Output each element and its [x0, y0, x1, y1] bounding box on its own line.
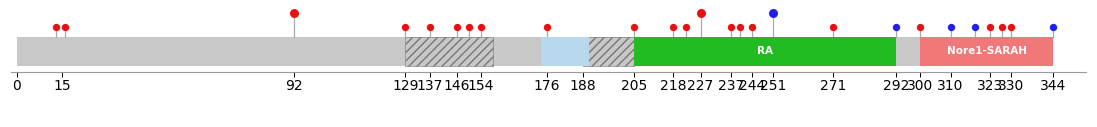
Point — [47, 26, 65, 28]
Bar — [634, 37, 896, 66]
Point — [993, 26, 1010, 28]
Bar — [406, 37, 493, 66]
Point — [765, 12, 782, 14]
Point — [1002, 26, 1019, 28]
Point — [692, 12, 710, 14]
Point — [421, 26, 439, 28]
Point — [397, 26, 415, 28]
Point — [285, 12, 303, 14]
Point — [56, 26, 73, 28]
Point — [625, 26, 643, 28]
Point — [539, 26, 556, 28]
Text: Nore1-SARAH: Nore1-SARAH — [947, 46, 1027, 56]
Text: RA: RA — [757, 46, 773, 56]
Bar — [584, 37, 634, 66]
Bar — [16, 37, 1053, 66]
Point — [965, 26, 983, 28]
Point — [722, 26, 739, 28]
Point — [460, 26, 477, 28]
Point — [677, 26, 694, 28]
Point — [731, 26, 748, 28]
Point — [912, 26, 929, 28]
Bar — [541, 37, 589, 66]
Point — [1044, 26, 1062, 28]
Bar — [920, 37, 1053, 66]
Point — [665, 26, 682, 28]
Point — [472, 26, 489, 28]
Point — [448, 26, 465, 28]
Point — [743, 26, 760, 28]
Point — [941, 26, 959, 28]
Point — [824, 26, 841, 28]
Point — [887, 26, 905, 28]
Point — [981, 26, 998, 28]
